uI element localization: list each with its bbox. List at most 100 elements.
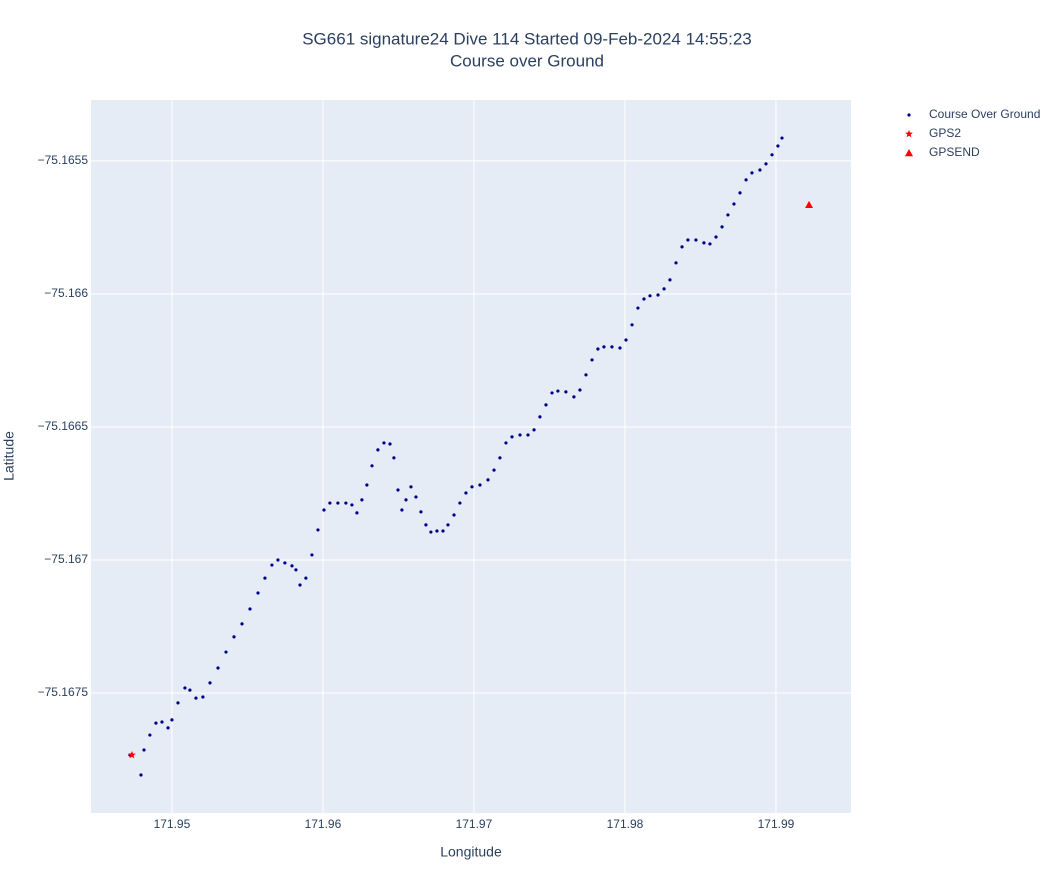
point bbox=[429, 530, 433, 534]
point bbox=[680, 245, 684, 249]
point bbox=[232, 635, 236, 639]
point bbox=[290, 564, 294, 568]
point bbox=[478, 483, 482, 487]
point bbox=[194, 696, 198, 700]
point bbox=[452, 513, 456, 517]
chart-title: SG661 signature24 Dive 114 Started 09-Fe… bbox=[302, 29, 752, 48]
point bbox=[446, 523, 450, 527]
point bbox=[492, 468, 496, 472]
point bbox=[256, 591, 260, 595]
point bbox=[656, 293, 660, 297]
x-tick-label: 171.99 bbox=[758, 817, 795, 831]
point bbox=[310, 553, 314, 557]
point bbox=[738, 191, 742, 195]
point bbox=[328, 501, 332, 505]
point bbox=[216, 666, 220, 670]
point bbox=[702, 241, 706, 245]
x-tick-label: 171.98 bbox=[607, 817, 644, 831]
triangle-marker bbox=[805, 200, 814, 209]
point bbox=[572, 395, 576, 399]
point bbox=[694, 238, 698, 242]
point bbox=[435, 529, 439, 533]
point bbox=[139, 773, 143, 777]
point bbox=[470, 485, 474, 489]
point bbox=[224, 650, 228, 654]
y-tick-label: −75.1655 bbox=[38, 153, 89, 167]
point bbox=[538, 415, 542, 419]
x-tick-label: 171.96 bbox=[305, 817, 342, 831]
point bbox=[441, 529, 445, 533]
point bbox=[498, 456, 502, 460]
point bbox=[686, 238, 690, 242]
point bbox=[504, 441, 508, 445]
point bbox=[732, 202, 736, 206]
point bbox=[510, 435, 514, 439]
x-axis-label: Longitude bbox=[440, 844, 502, 860]
point bbox=[365, 483, 369, 487]
point bbox=[907, 113, 911, 117]
star-marker bbox=[128, 751, 136, 759]
point bbox=[642, 297, 646, 301]
y-axis-label: Latitude bbox=[1, 431, 17, 481]
point bbox=[263, 576, 267, 580]
point bbox=[770, 153, 774, 157]
point bbox=[154, 721, 158, 725]
point bbox=[396, 488, 400, 492]
point bbox=[294, 568, 298, 572]
y-tick-label: −75.1665 bbox=[38, 419, 89, 433]
point bbox=[419, 510, 423, 514]
point bbox=[750, 171, 754, 175]
point bbox=[316, 528, 320, 532]
y-tick-label: −75.166 bbox=[44, 286, 88, 300]
legend-label: GPSEND bbox=[929, 145, 980, 159]
point bbox=[276, 558, 280, 562]
point bbox=[176, 701, 180, 705]
point bbox=[376, 448, 380, 452]
point bbox=[618, 346, 622, 350]
point bbox=[382, 441, 386, 445]
y-tick-label: −75.1675 bbox=[38, 685, 89, 699]
point bbox=[590, 358, 594, 362]
point bbox=[183, 686, 187, 690]
point bbox=[662, 287, 666, 291]
point bbox=[298, 583, 302, 587]
point bbox=[668, 278, 672, 282]
y-tick-label: −75.167 bbox=[44, 552, 88, 566]
point bbox=[370, 464, 374, 468]
point bbox=[674, 261, 678, 265]
point bbox=[764, 162, 768, 166]
point bbox=[610, 345, 614, 349]
point bbox=[636, 306, 640, 310]
point bbox=[458, 501, 462, 505]
point bbox=[400, 508, 404, 512]
point bbox=[160, 720, 164, 724]
x-tick-label: 171.97 bbox=[456, 817, 493, 831]
legend-label: Course Over Ground bbox=[929, 107, 1040, 121]
point bbox=[148, 733, 152, 737]
point bbox=[240, 622, 244, 626]
point bbox=[350, 503, 354, 507]
point bbox=[532, 428, 536, 432]
point bbox=[564, 390, 568, 394]
point bbox=[355, 511, 359, 515]
point bbox=[780, 136, 784, 140]
x-tick-label: 171.95 bbox=[154, 817, 191, 831]
point bbox=[518, 433, 522, 437]
point bbox=[388, 442, 392, 446]
point bbox=[344, 501, 348, 505]
point bbox=[602, 345, 606, 349]
point bbox=[142, 748, 146, 752]
marks bbox=[128, 136, 814, 777]
point bbox=[544, 403, 548, 407]
point bbox=[714, 235, 718, 239]
point bbox=[726, 213, 730, 217]
point bbox=[414, 495, 418, 499]
point bbox=[201, 695, 205, 699]
point bbox=[556, 389, 560, 393]
point bbox=[304, 576, 308, 580]
point bbox=[744, 178, 748, 182]
point bbox=[283, 561, 287, 565]
point bbox=[424, 523, 428, 527]
point bbox=[630, 323, 634, 327]
